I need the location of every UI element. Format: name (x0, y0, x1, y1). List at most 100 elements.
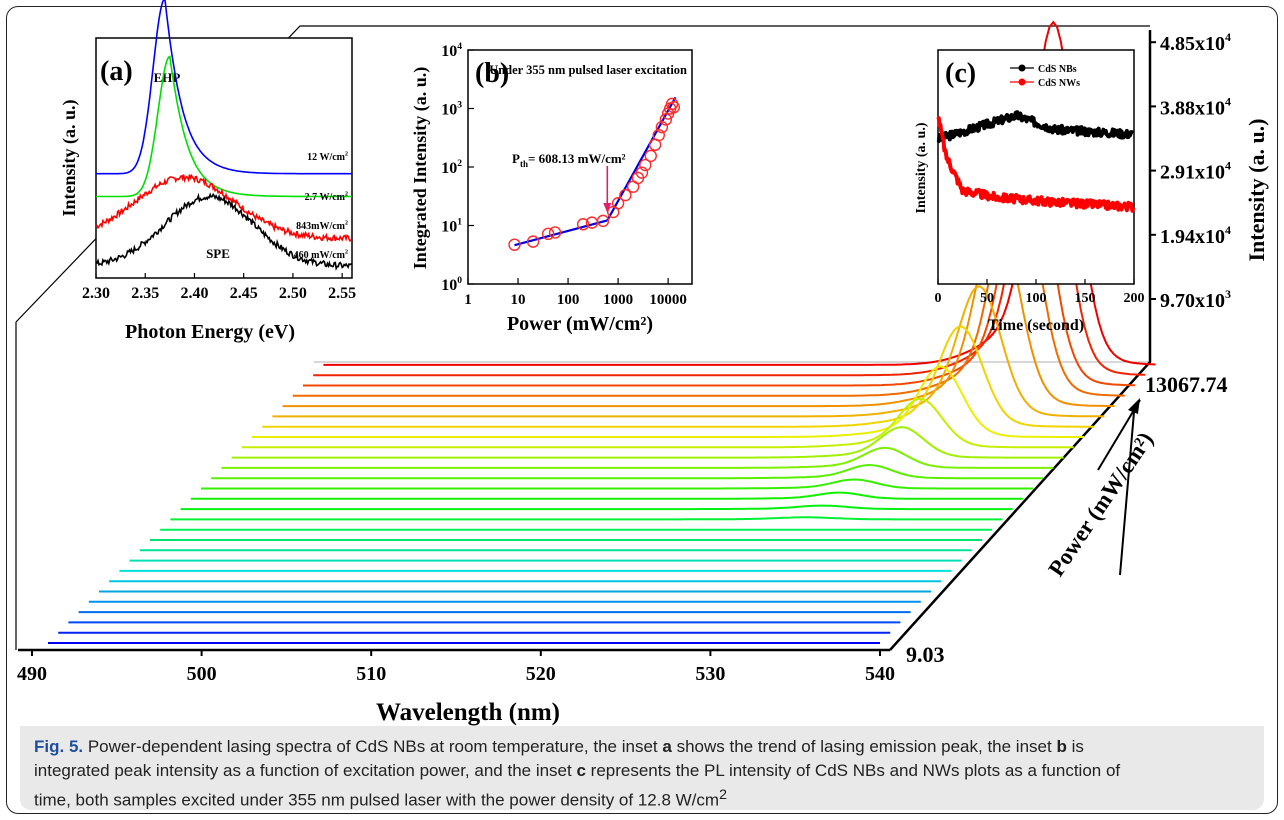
inset-b-point (611, 197, 625, 210)
wavelength-tick-label: 540 (865, 663, 895, 685)
inset-b-x-tick-label: 10000 (649, 292, 687, 308)
inset-c-tick-label: 200 (1124, 291, 1145, 306)
inset-c-tick-label: 150 (1075, 291, 1096, 306)
inset-b-y-tick-label: 101 (441, 216, 462, 235)
inset-b-point (639, 158, 652, 172)
caption-ref-b: b (1056, 737, 1067, 756)
spectrum-line (231, 426, 1064, 459)
caption-text-3: is (1066, 737, 1084, 756)
inset-b-point (655, 120, 669, 134)
inset-c-y-label: Intensity (a. u.) (914, 122, 929, 213)
caption-text-5: represents the PL intensity of CdS NBs a… (585, 761, 1121, 780)
caption-text-4: integrated peak intensity as a function … (34, 761, 577, 780)
inset-c-legend-marker (1018, 78, 1026, 86)
spectrum-line (201, 478, 1033, 490)
spectrum-line (170, 516, 1003, 521)
inset-a-curve (95, 192, 353, 271)
inset-b-y-tick-label: 103 (441, 99, 462, 118)
inset-b-x-label: Power (mW/cm²) (507, 313, 653, 335)
inset-a-series-label: 12 W/cm2 (307, 152, 348, 164)
inset-b-point (548, 226, 562, 239)
inset-a-series-label: 2.7 W/cm2 (305, 192, 348, 204)
inset-b-panel-label: (b) (475, 58, 509, 89)
inset-a-curve (96, 55, 352, 198)
inset-b: (b) Under 355 nm pulsed laser excitation… (410, 41, 693, 335)
caption-text-6-sup: 2 (719, 787, 727, 803)
wavelength-tick-label: 500 (187, 663, 217, 685)
inset-a-series-label: 460 mW/cm2 (294, 250, 348, 262)
spectrum-line (272, 285, 1105, 418)
caption-ref-c: c (576, 761, 586, 780)
intensity-tick-label: 4.85x104 (1160, 30, 1231, 55)
wavelength-tick-label: 510 (356, 663, 386, 685)
inset-c-x-label: Time (second) (988, 317, 1084, 334)
inset-c-tick-label: 0 (935, 291, 942, 306)
inset-b-data (508, 96, 681, 251)
inset-c-tick-label: 100 (1026, 291, 1047, 306)
inset-a-tick-label: 2.40 (180, 285, 208, 302)
wavelength-tick-label: 530 (695, 663, 725, 685)
spectrum-line (262, 325, 1095, 428)
inset-c-legend-label: CdS NBs (1038, 64, 1077, 75)
inset-c-tick-label: 50 (980, 291, 994, 306)
inset-a-tick-label: 2.50 (279, 285, 307, 302)
axes-walls (15, 25, 1152, 652)
inset-b-title: Under 355 nm pulsed laser excitation (489, 63, 687, 77)
wavelength-axis-label: Wavelength (nm) (376, 699, 560, 726)
power-tick-max: 13067.74 (1145, 372, 1228, 397)
figure: 490 500 510 520 530 540 Wavelength (nm) 9.70x… (15, 0, 1269, 726)
power-tick-min: 9.03 (906, 642, 945, 667)
caption-fig-label: Fig. 5. (34, 737, 84, 756)
caption-text-2: shows the trend of lasing emission peak,… (671, 737, 1057, 756)
inset-c-series (936, 110, 1135, 143)
inset-b-point (596, 214, 610, 228)
spectrum-line (211, 463, 1044, 480)
inset-a-panel-label: (a) (100, 56, 133, 87)
inset-b-y-tick-label: 100 (441, 275, 462, 294)
caption-ref-a: a (662, 737, 672, 756)
inset-a-tick-label: 2.45 (230, 285, 258, 302)
power-axis-label: Power (mW/cm²) (1043, 427, 1158, 580)
intensity-tick-label: 9.70x103 (1160, 287, 1231, 312)
inset-a-curve (95, 173, 353, 243)
inset-c-plot-area (937, 49, 1135, 285)
inset-c-legend-label: CdS NWs (1038, 78, 1080, 89)
figure-caption: Fig. 5. Power-dependent lasing spectra o… (20, 726, 1264, 810)
intensity-axis: 9.70x103 1.94x104 2.91x104 3.88x104 4.85x104 (1150, 30, 1231, 312)
inset-b-y-tick-label: 102 (441, 158, 462, 177)
inset-b-point (659, 113, 673, 126)
threshold-value: = 608.13 mW/cm² (528, 151, 626, 166)
wavelength-tick-label: 490 (17, 663, 47, 685)
inset-a-series-label: 843mW/cm2 (296, 221, 348, 233)
inset-c-panel-label: (c) (945, 58, 976, 89)
inset-a-x-ticks: 2.30 2.35 2.40 2.45 2.50 2.55 (82, 273, 356, 302)
spectrum-line (221, 446, 1054, 469)
inset-b-point (644, 149, 657, 163)
inset-b-y-tick-label: 104 (441, 41, 462, 60)
inset-a-tick-label: 2.30 (82, 285, 110, 302)
inset-b-point (526, 235, 540, 248)
inset-b-x-tick-label: 100 (557, 292, 580, 308)
inset-b-plot-area (467, 49, 693, 285)
threshold-arrow-head (603, 203, 612, 213)
spectrum-line (180, 504, 1013, 511)
wavelength-axis: 490 500 510 520 530 540 (17, 650, 895, 685)
caption-text-1: Power-dependent lasing spectra of CdS NB… (83, 737, 663, 756)
inset-b-y-label: Integrated Intensity (a. u.) (410, 67, 431, 270)
spectrum-line (252, 365, 1084, 438)
inset-b-x-tick-label: 10 (511, 292, 526, 308)
threshold-subscript: th (520, 159, 528, 169)
inset-a-series-labels: 12 W/cm2 2.7 W/cm2 843mW/cm2 460 mW/cm2 (294, 152, 348, 262)
intensity-tick-label: 2.91x104 (1160, 159, 1231, 184)
inset-b-point (667, 101, 681, 114)
inset-a-tick-label: 2.35 (131, 285, 159, 302)
power-axis-arrow-line (1119, 411, 1135, 576)
inset-c-legend-marker (1018, 64, 1026, 72)
inset-a-curves (95, 0, 353, 271)
inset-a-tick-label: 2.55 (328, 285, 356, 302)
intensity-axis-label: Intensity (a. u.) (1244, 118, 1269, 261)
spectrum-line (190, 491, 1023, 500)
right-axis-lines (889, 30, 1152, 651)
inset-b-x-tick-label: 1 (464, 292, 472, 308)
